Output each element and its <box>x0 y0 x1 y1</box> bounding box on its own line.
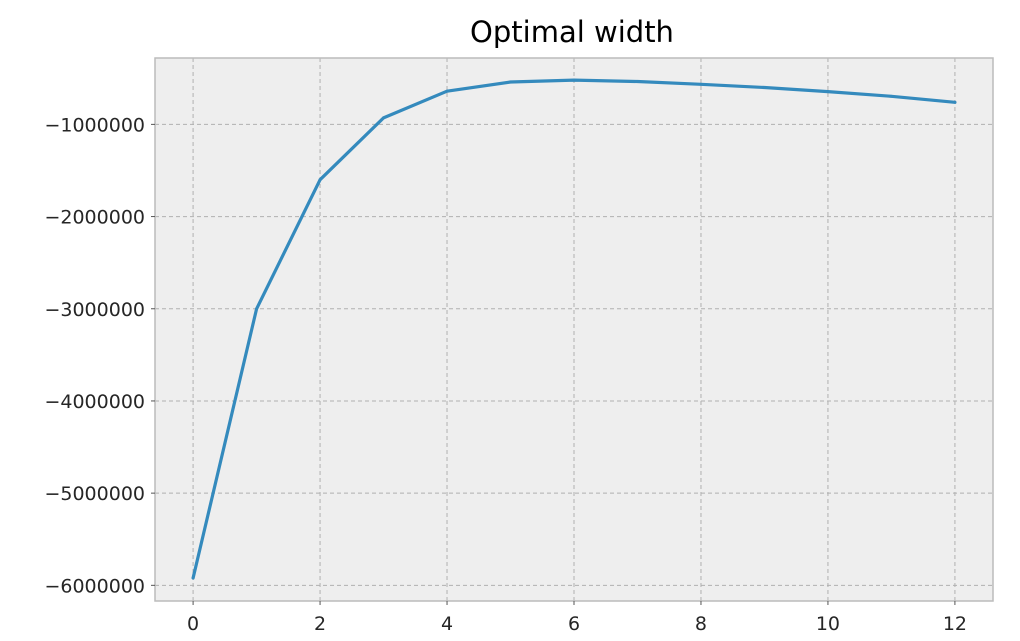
data-point <box>382 116 385 120</box>
x-tick-label: 12 <box>943 613 967 635</box>
data-point <box>509 80 512 84</box>
y-tick-label: −2000000 <box>44 207 145 229</box>
x-axis: 0 2 4 6 8 10 12 <box>187 601 967 635</box>
x-tick-label: 2 <box>314 613 326 635</box>
data-point <box>636 80 639 83</box>
y-tick-label: −1000000 <box>44 114 145 136</box>
data-point <box>763 86 766 89</box>
data-point <box>318 178 322 182</box>
y-tick-label: −3000000 <box>44 299 145 321</box>
data-point <box>572 78 576 82</box>
series-group <box>191 78 957 580</box>
y-tick-label: −6000000 <box>44 575 145 597</box>
x-tick-label: 10 <box>816 613 840 635</box>
x-tick-label: 8 <box>695 613 707 635</box>
data-point <box>445 89 449 93</box>
y-axis: −1000000 −2000000 −3000000 −4000000 −5000000… <box>44 114 155 597</box>
chart-title: Optimal width <box>470 15 674 49</box>
data-point <box>255 307 258 311</box>
data-point <box>953 100 957 104</box>
y-tick-label: −5000000 <box>44 483 145 505</box>
data-point <box>699 82 703 86</box>
x-tick-label: 6 <box>568 613 580 635</box>
y-tick-label: −4000000 <box>44 391 145 413</box>
data-point <box>191 576 195 580</box>
data-point <box>890 94 893 98</box>
plot-area <box>155 58 993 601</box>
x-tick-label: 0 <box>187 613 199 635</box>
data-point <box>826 90 830 94</box>
x-tick-label: 4 <box>441 613 453 635</box>
